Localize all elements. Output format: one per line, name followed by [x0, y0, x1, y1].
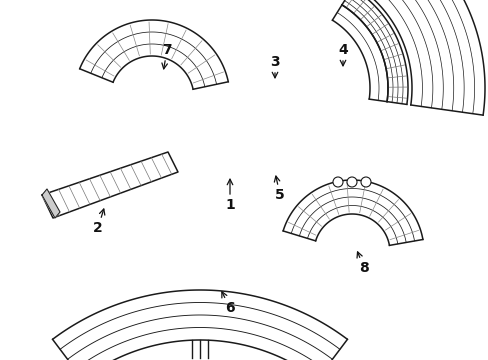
Polygon shape [283, 180, 422, 246]
Text: 6: 6 [225, 301, 234, 315]
Polygon shape [341, 0, 407, 104]
Polygon shape [80, 20, 228, 89]
Text: 3: 3 [270, 55, 279, 69]
Text: 5: 5 [275, 188, 285, 202]
Polygon shape [42, 152, 178, 218]
Polygon shape [42, 189, 60, 218]
Polygon shape [332, 5, 387, 102]
Text: 2: 2 [93, 221, 102, 235]
Polygon shape [354, 0, 484, 115]
Polygon shape [52, 290, 347, 360]
Text: 1: 1 [224, 198, 234, 212]
Text: 7: 7 [162, 43, 171, 57]
Circle shape [360, 177, 370, 187]
Circle shape [346, 177, 356, 187]
Circle shape [332, 177, 342, 187]
Text: 8: 8 [358, 261, 368, 275]
Text: 4: 4 [337, 43, 347, 57]
